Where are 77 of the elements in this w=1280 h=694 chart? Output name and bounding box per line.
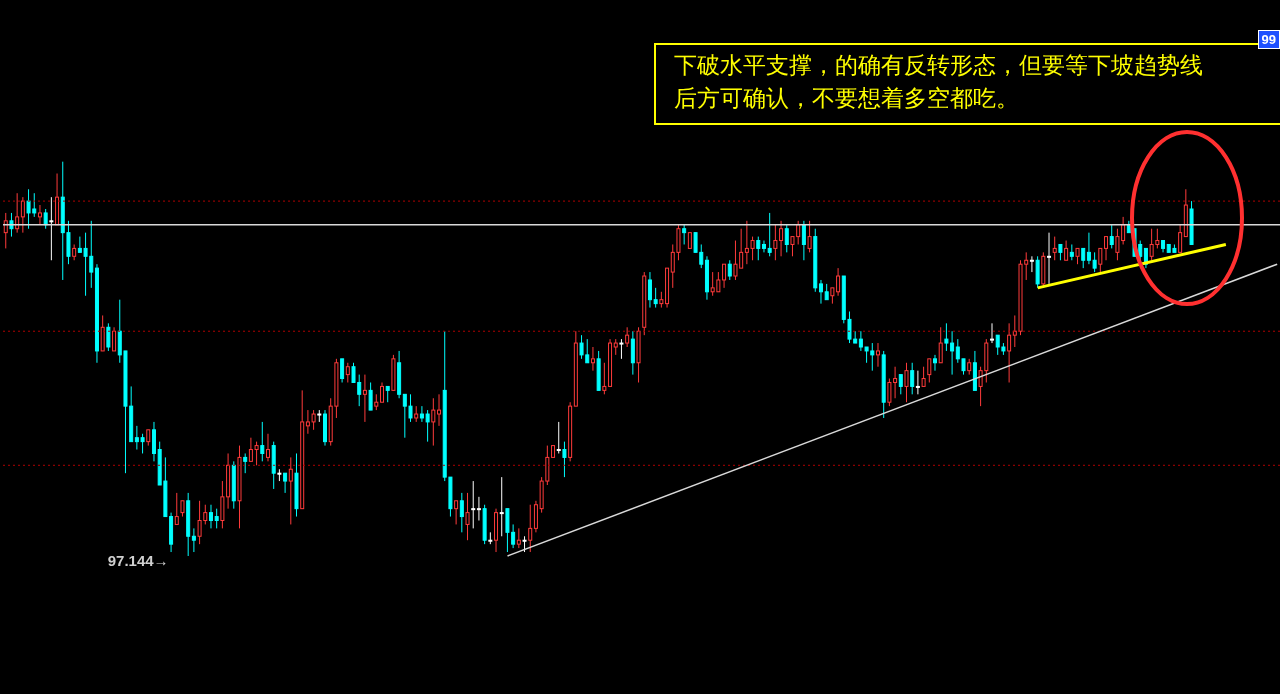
candlestick — [647, 271, 652, 309]
candlestick — [345, 362, 350, 383]
candlestick — [528, 504, 533, 553]
candlestick — [151, 421, 156, 462]
candlestick — [1064, 240, 1069, 261]
text: 后方可确认，不要想着多空都吃。 — [674, 84, 1020, 113]
candlestick — [653, 287, 658, 309]
candlestick — [807, 220, 812, 253]
candlestick — [990, 322, 995, 344]
candlestick — [1178, 224, 1183, 253]
candlestick — [174, 492, 179, 525]
candlestick — [602, 362, 607, 395]
candlestick — [818, 279, 823, 305]
candlestick — [471, 480, 476, 529]
candlestick — [801, 220, 806, 261]
candlestick — [910, 362, 915, 395]
candlestick — [556, 421, 561, 454]
candlestick — [380, 381, 385, 403]
candlestick — [208, 504, 213, 529]
candlestick — [562, 441, 567, 478]
candlestick — [933, 354, 937, 372]
candlestick — [619, 338, 624, 360]
candlestick — [516, 527, 521, 549]
candlestick — [362, 374, 367, 423]
candlestick — [590, 346, 595, 372]
candlestick — [1098, 247, 1103, 273]
candlestick — [260, 421, 265, 462]
candlestick — [431, 397, 436, 447]
candlestick — [1138, 240, 1143, 261]
candlestick — [1012, 314, 1017, 348]
candlestick — [283, 472, 288, 494]
candlestick — [499, 476, 504, 537]
candlestick — [898, 374, 903, 395]
candlestick — [100, 314, 105, 352]
candlestick — [37, 204, 42, 226]
candlestick — [756, 236, 761, 261]
candlestick — [784, 224, 789, 253]
candlestick — [1029, 255, 1034, 273]
candlestick — [43, 208, 48, 230]
candlestick — [915, 370, 920, 395]
candlestick — [437, 393, 442, 427]
candlestick — [243, 452, 248, 474]
candlestick — [459, 492, 464, 533]
candlestick — [1047, 232, 1052, 285]
annotation: 97.144→ — [107, 551, 169, 569]
candlestick — [465, 492, 470, 541]
candlestick — [1081, 247, 1086, 269]
candlestick — [767, 212, 772, 257]
candlestick — [476, 496, 481, 521]
candlestick — [761, 240, 766, 253]
candlestick — [214, 508, 219, 529]
candlestick — [630, 330, 635, 376]
candlestick — [921, 366, 926, 387]
candlestick — [875, 342, 880, 368]
candlestick — [340, 358, 345, 383]
text: 下破水平支撑，的确有反转形态，但要等下坡趋势线 — [674, 51, 1204, 80]
candlestick — [49, 196, 54, 261]
candlestick — [1035, 255, 1040, 289]
text: 99 — [1257, 30, 1280, 49]
candlestick — [904, 362, 909, 403]
candlestick — [191, 527, 196, 553]
candlestick — [1109, 224, 1114, 249]
candlestick — [368, 381, 373, 411]
candlestick — [106, 322, 111, 352]
candlestick — [682, 224, 687, 245]
candlestick — [727, 259, 732, 281]
candlestick — [112, 326, 117, 352]
candlestick — [927, 358, 932, 383]
candlestick — [288, 456, 293, 525]
candlestick — [625, 326, 630, 348]
candlestick — [266, 433, 270, 462]
candlestick — [1007, 322, 1012, 383]
candlestick — [938, 326, 943, 364]
candlestick — [20, 196, 25, 234]
candlestick — [1104, 236, 1109, 261]
candlestick — [1052, 236, 1057, 261]
candlestick — [454, 500, 459, 525]
